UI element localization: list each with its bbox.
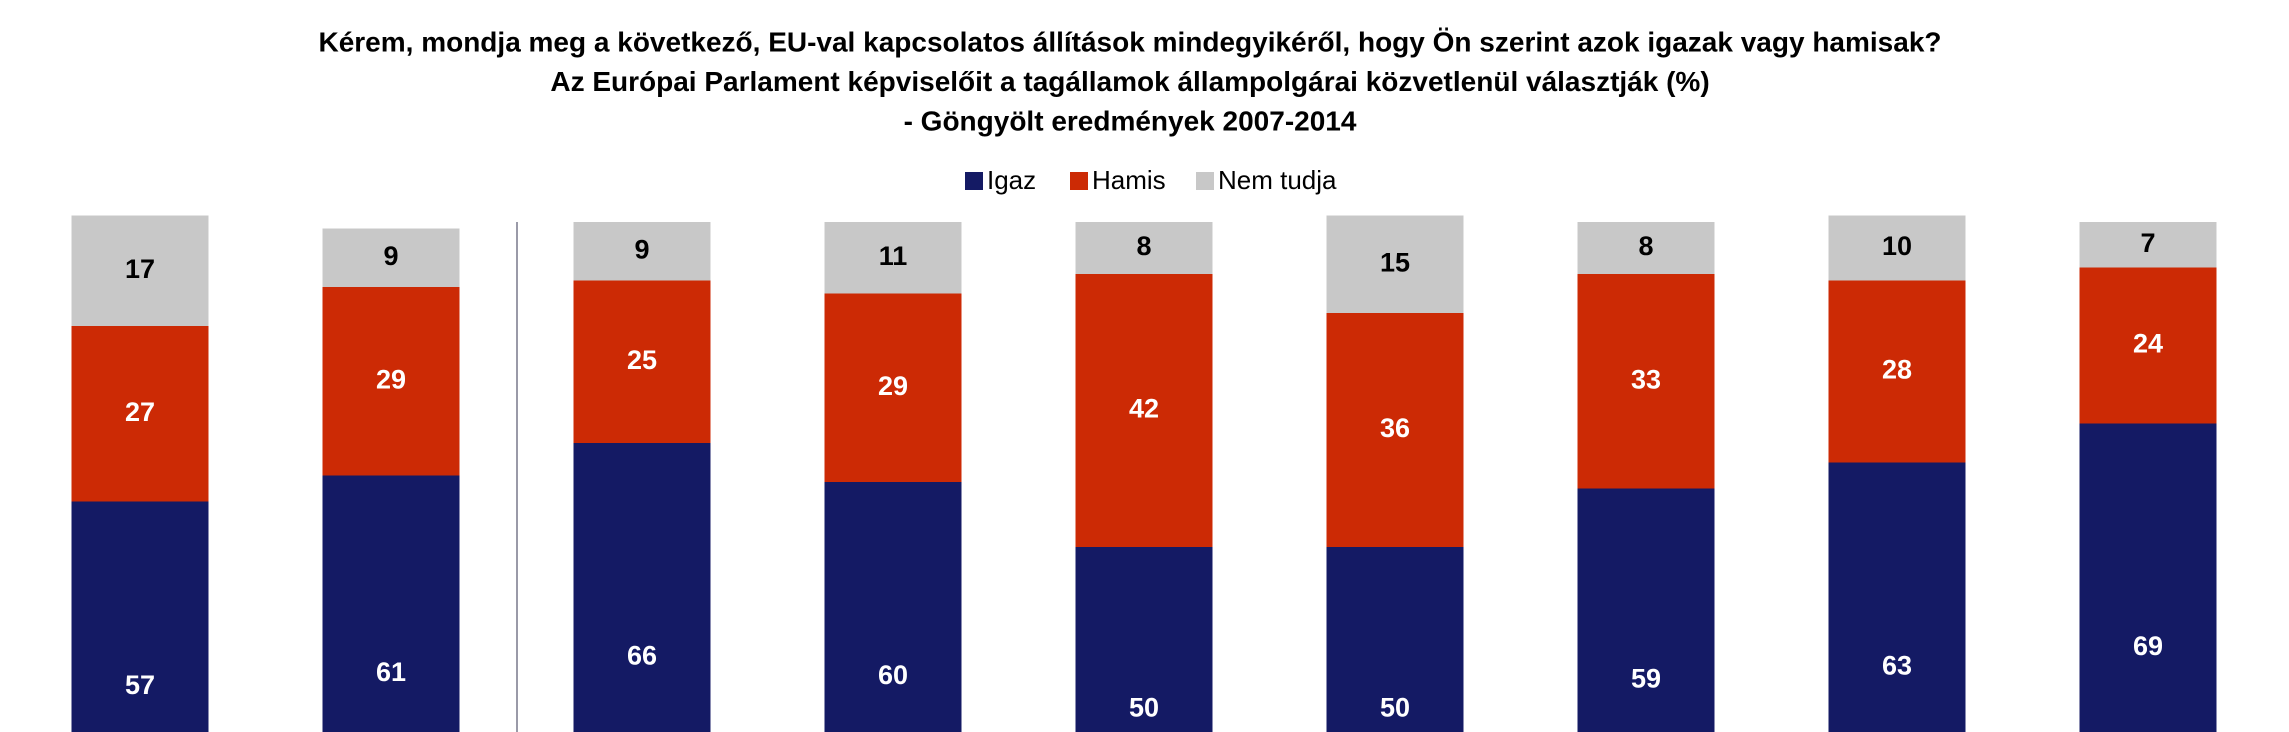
bar-segment [824,293,962,482]
data-label: 9 [634,234,649,264]
data-label: 25 [627,345,657,375]
data-label: 7 [2140,228,2155,258]
legend-swatch [1070,172,1088,190]
bar-segment [1075,274,1213,547]
data-label: 27 [125,397,155,427]
bar-segment [1326,215,1464,313]
bar-segment [322,475,460,732]
data-label: 63 [1882,650,1912,680]
data-label: 9 [383,241,398,271]
data-label: 17 [125,254,155,284]
data-label: 24 [2133,329,2163,359]
data-label: 50 [1380,693,1410,723]
bar-segment [1326,313,1464,547]
bar-segment [1828,462,1966,732]
chart-title: - Göngyölt eredmények 2007-2014 [904,105,1357,136]
data-label: 33 [1631,364,1661,394]
bar-segment [1577,274,1715,489]
data-label: 42 [1129,394,1159,424]
bar-segment [71,501,209,732]
bar-segment [1828,215,1966,281]
bar-segment [2079,267,2217,424]
data-label: 36 [1380,413,1410,443]
bar-segment [573,222,711,281]
legend-label: Igaz [987,165,1036,195]
data-label: 15 [1380,247,1410,277]
data-label: 28 [1882,355,1912,385]
bar-segment [71,326,209,502]
data-label: 69 [2133,631,2163,661]
data-label: 11 [879,241,908,271]
bar-segment [322,228,460,287]
data-label: 50 [1129,693,1159,723]
bar-segment [322,287,460,476]
data-label: 57 [125,670,155,700]
data-label: 29 [878,371,908,401]
bar-segment [1577,222,1715,274]
data-label: 8 [1136,231,1151,261]
bar-segment [1828,280,1966,463]
bar-segment [1577,488,1715,732]
bar-segment [573,280,711,443]
data-label: 29 [376,364,406,394]
data-label: 10 [1882,231,1912,261]
bar-segment [824,482,962,732]
bar-segment [1075,547,1213,732]
bar-segment [71,215,209,326]
data-label: 59 [1631,663,1661,693]
legend-swatch [965,172,983,190]
bar-segment [2079,423,2217,732]
legend-label: Nem tudja [1218,165,1337,195]
chart-title: Az Európai Parlament képviselőit a tagál… [550,66,1709,97]
data-label: 8 [1638,231,1653,261]
bar-segment [1075,222,1213,274]
data-label: 66 [627,641,657,671]
bar-segment [573,443,711,732]
legend-label: Hamis [1092,165,1166,195]
chart-title: Kérem, mondja meg a következő, EU-val ka… [318,26,1941,57]
data-label: 60 [878,660,908,690]
bar-segment [824,222,962,294]
bar-segment [1326,547,1464,732]
data-label: 61 [376,657,406,687]
bar-segment [2079,222,2217,268]
legend-swatch [1196,172,1214,190]
